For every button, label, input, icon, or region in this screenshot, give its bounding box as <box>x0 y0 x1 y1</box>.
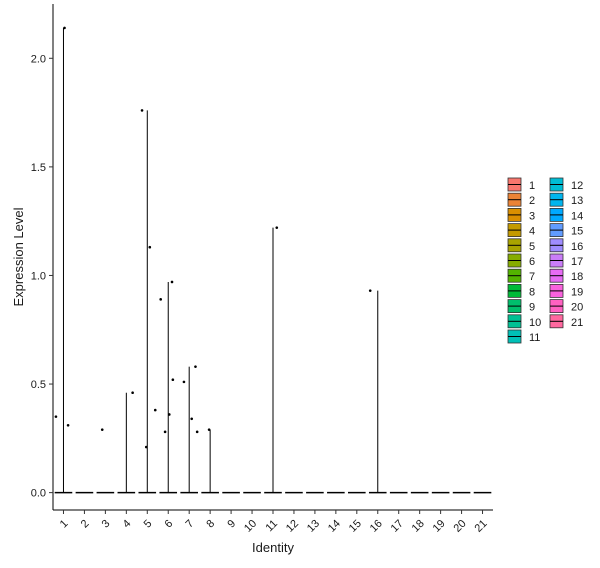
legend-item-17: 17 <box>549 253 583 268</box>
x-tick-label: 3 <box>100 518 113 531</box>
legend-label: 3 <box>529 210 535 222</box>
x-tick-label: 5 <box>142 518 155 531</box>
legend-item-6: 6 <box>507 253 535 268</box>
legend-item-18: 18 <box>549 268 583 283</box>
data-point <box>167 413 171 416</box>
legend-item-8: 8 <box>507 283 535 298</box>
x-tick-label: 7 <box>183 518 196 531</box>
legend-label: 5 <box>529 241 535 253</box>
legend-label: 21 <box>571 317 583 329</box>
violins-group <box>54 27 492 494</box>
data-point <box>195 430 199 434</box>
y-tick-label: 2.0 <box>31 53 46 65</box>
legend-label: 10 <box>529 317 541 329</box>
x-tick-label: 12 <box>284 518 301 535</box>
x-tick-label: 2 <box>79 518 92 531</box>
y-tick-label: 0.5 <box>31 379 46 391</box>
legend-item-19: 19 <box>549 283 583 298</box>
legend-item-2: 2 <box>507 192 535 207</box>
x-tick-label: 17 <box>389 518 406 535</box>
data-point <box>368 289 372 292</box>
legend-item-4: 4 <box>507 223 535 238</box>
data-point <box>163 430 167 434</box>
legend-label: 8 <box>529 286 535 298</box>
y-axis-title: Expression Level <box>11 207 26 306</box>
legend-item-11: 11 <box>507 329 540 344</box>
legend-label: 9 <box>529 302 535 314</box>
x-tick-label: 20 <box>452 518 469 535</box>
data-point <box>170 280 174 284</box>
data-point <box>159 298 162 301</box>
x-tick-label: 9 <box>225 518 238 531</box>
legend-item-13: 13 <box>549 192 583 207</box>
legend-item-3: 3 <box>507 207 535 222</box>
x-tick-label: 14 <box>326 518 343 535</box>
data-point <box>275 226 279 229</box>
x-tick-label: 13 <box>305 518 322 535</box>
legend-item-7: 7 <box>507 268 535 283</box>
legend-item-15: 15 <box>549 223 583 238</box>
data-point <box>66 424 70 427</box>
y-tick-label: 1.0 <box>31 270 46 282</box>
legend-item-21: 21 <box>549 314 583 329</box>
x-tick-label: 10 <box>242 518 259 535</box>
legend-label: 14 <box>571 210 583 222</box>
x-ticks-group: 1 2 3 4 5 6 7 8 9 10 11 12 13 14 15 16 17 18 19 20 21 <box>58 510 490 535</box>
x-tick-label: 19 <box>431 518 448 535</box>
data-point <box>144 445 148 449</box>
legend-label: 12 <box>571 180 583 192</box>
data-point <box>190 417 194 421</box>
x-tick-label: 1 <box>58 518 71 531</box>
data-point <box>207 428 211 431</box>
data-point <box>153 408 157 412</box>
legend-label: 13 <box>571 195 583 207</box>
data-point <box>171 378 175 381</box>
x-tick-label: 16 <box>368 518 385 535</box>
legend-label: 4 <box>529 226 535 238</box>
legend-label: 7 <box>529 271 535 283</box>
points-group <box>54 26 372 449</box>
legend-item-14: 14 <box>549 207 583 222</box>
legend-label: 11 <box>529 332 540 344</box>
x-tick-label: 18 <box>410 518 427 535</box>
legend-label: 17 <box>571 256 583 268</box>
y-tick-label: 0.0 <box>31 488 46 500</box>
x-tick-label: 11 <box>264 518 281 535</box>
legend-label: 15 <box>571 226 583 238</box>
legend-label: 19 <box>571 286 583 298</box>
data-point <box>100 428 104 431</box>
legend-item-1: 1 <box>507 177 535 192</box>
x-tick-label: 6 <box>163 518 176 531</box>
legend-item-20: 20 <box>549 299 583 314</box>
data-point <box>63 26 66 30</box>
data-point <box>140 109 144 112</box>
x-tick-label: 4 <box>121 518 134 531</box>
y-ticks-group: 0.0 0.5 1.0 1.5 2.0 <box>31 53 53 500</box>
legend-label: 6 <box>529 256 535 268</box>
data-point <box>131 391 134 395</box>
legend-label: 20 <box>571 302 583 314</box>
legend-label: 16 <box>571 241 583 253</box>
data-point <box>182 380 186 384</box>
y-tick-label: 1.5 <box>31 162 46 174</box>
legend-item-12: 12 <box>549 177 583 192</box>
legend-label: 18 <box>571 271 583 283</box>
legend-item-5: 5 <box>507 238 535 253</box>
x-tick-label: 21 <box>472 518 489 535</box>
legend-label: 2 <box>529 195 535 207</box>
legend-item-9: 9 <box>507 299 535 314</box>
legend-item-10: 10 <box>507 314 541 329</box>
x-tick-label: 8 <box>204 518 217 531</box>
data-point <box>54 415 58 418</box>
x-tick-label: 15 <box>347 518 364 535</box>
x-axis-title: Identity <box>252 540 294 555</box>
legend-item-16: 16 <box>549 238 583 253</box>
legend-label: 1 <box>529 180 535 192</box>
data-point <box>194 365 197 368</box>
data-point <box>148 245 152 249</box>
